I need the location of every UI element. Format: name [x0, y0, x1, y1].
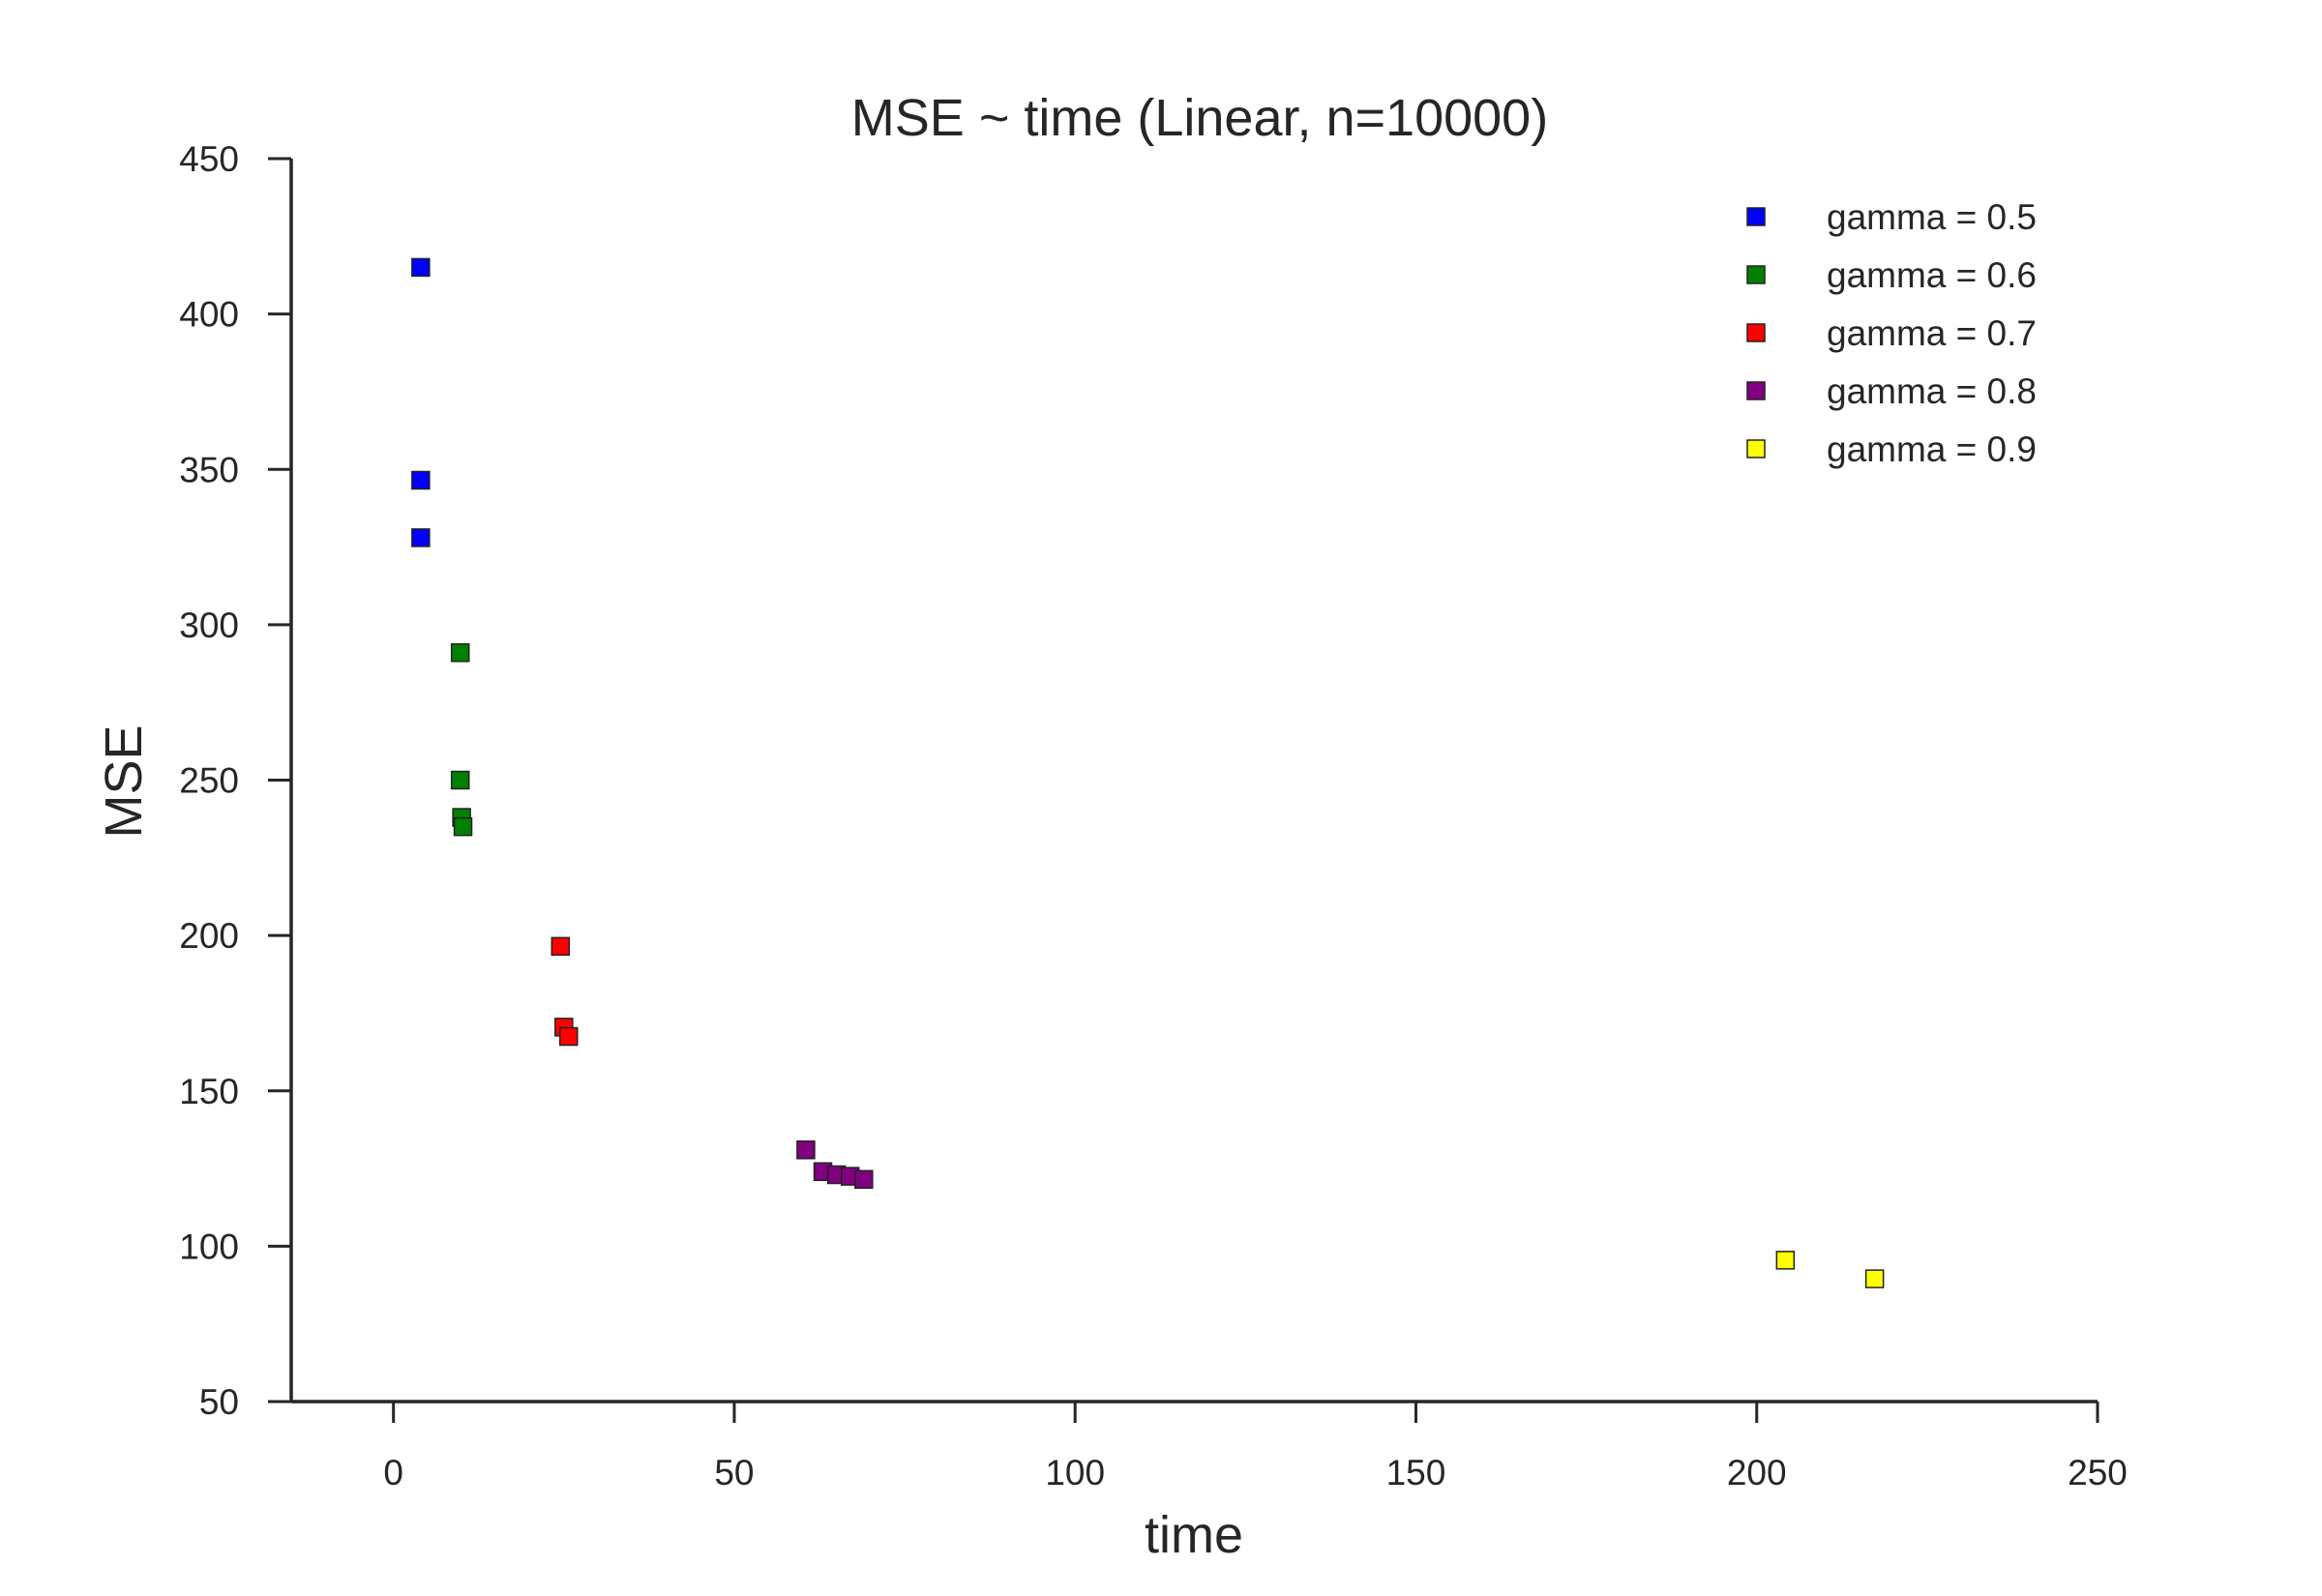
data-point-series-0: [411, 470, 431, 490]
legend-marker: [1746, 323, 1766, 342]
legend-marker: [1746, 439, 1766, 458]
x-tick-label: 100: [1045, 1453, 1105, 1493]
data-point-series-0: [411, 257, 431, 278]
y-tick-label: 50: [199, 1382, 239, 1422]
y-tick-label: 150: [179, 1072, 239, 1111]
chart-title: MSE ~ time (Linear, n=10000): [851, 89, 1548, 147]
y-tick-label: 250: [179, 761, 239, 801]
legend-label: gamma = 0.8: [1827, 371, 2037, 411]
data-points: [411, 257, 1885, 1288]
legend-marker: [1746, 207, 1766, 226]
y-tick-label: 200: [179, 916, 239, 956]
legend-label: gamma = 0.6: [1827, 255, 2037, 295]
x-tick-label: 50: [714, 1453, 754, 1493]
y-tick-label: 300: [179, 606, 239, 645]
y-ticks: 50 100 150 200 250 300 350 400 450: [179, 139, 291, 1422]
data-point-series-4: [1775, 1251, 1796, 1270]
y-tick-label: 350: [179, 450, 239, 489]
legend-marker: [1746, 381, 1766, 400]
data-point-series-2: [551, 936, 571, 957]
legend-marker: [1746, 265, 1766, 284]
legend-label: gamma = 0.5: [1827, 197, 2037, 237]
legend: gamma = 0.5 gamma = 0.6 gamma = 0.7 gamma =…: [1746, 197, 2037, 469]
data-point-series-1: [453, 816, 473, 837]
x-tick-label: 0: [383, 1453, 403, 1493]
x-tick-label: 250: [2068, 1453, 2128, 1493]
y-tick-label: 400: [179, 295, 239, 335]
data-point-series-1: [450, 770, 470, 790]
y-tick-label: 450: [179, 139, 239, 179]
x-tick-label: 150: [1386, 1453, 1446, 1493]
x-axis-label: time: [1145, 1506, 1243, 1564]
data-point-series-0: [411, 528, 431, 547]
data-point-series-3: [854, 1169, 874, 1190]
data-point-series-1: [450, 643, 470, 663]
legend-label: gamma = 0.9: [1827, 429, 2037, 469]
data-point-series-3: [796, 1140, 816, 1160]
legend-label: gamma = 0.7: [1827, 313, 2037, 353]
y-tick-label: 100: [179, 1227, 239, 1266]
data-point-series-4: [1864, 1269, 1885, 1288]
y-axis-label: MSE: [95, 724, 153, 838]
data-point-series-2: [558, 1026, 579, 1047]
x-tick-label: 200: [1727, 1453, 1787, 1493]
x-ticks: 0 50 100 150 200 250: [383, 1402, 2128, 1493]
